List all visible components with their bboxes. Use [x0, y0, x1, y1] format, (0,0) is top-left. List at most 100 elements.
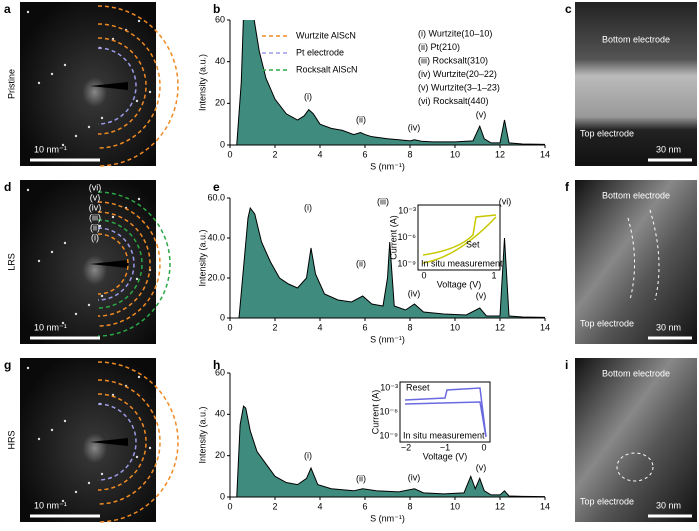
x-tick-label: 4 — [317, 149, 322, 159]
ring — [97, 37, 147, 135]
inset-x-tick: −2 — [401, 442, 411, 452]
key-label: Rocksalt AlScN — [296, 64, 358, 74]
y-tick-label: 60.0 — [207, 192, 225, 202]
spot — [100, 294, 104, 298]
peak-annotation: (ii) — [356, 114, 366, 124]
spot — [74, 134, 78, 138]
spot — [50, 250, 54, 254]
x-tick-label: 8 — [407, 501, 412, 511]
spectrum-area — [230, 20, 545, 145]
x-tick-label: 0 — [227, 501, 232, 511]
x-tick-label: 6 — [362, 501, 367, 511]
tem-bottom-label: Top electrode — [580, 128, 634, 138]
beam-stop — [90, 82, 128, 90]
peak-annotation: (v) — [476, 109, 487, 119]
spot — [50, 72, 54, 76]
spot — [135, 99, 139, 103]
x-tick-label: 0 — [227, 322, 232, 332]
inset-x-tick: 0 — [481, 442, 486, 452]
x-tick-label: 12 — [495, 322, 505, 332]
ring — [97, 379, 161, 505]
x-tick-label: 12 — [495, 501, 505, 511]
peak-annotation: (ii) — [356, 258, 366, 268]
spot — [61, 321, 65, 325]
ring — [97, 23, 161, 149]
spot — [37, 259, 41, 263]
y-tick-label: 40 — [215, 409, 225, 419]
inset-y-label: Current (A) — [388, 215, 398, 260]
inset-y-tick: 10⁻⁶ — [380, 406, 399, 416]
panel-letter: c — [565, 2, 572, 16]
scale-bar-label: 10 nm⁻¹ — [34, 322, 67, 332]
tem-bottom-label: Top electrode — [580, 496, 634, 506]
key-label: Wurtzite AlScN — [296, 30, 356, 40]
spot — [26, 10, 30, 14]
diffraction-image — [20, 2, 156, 166]
inset-x-label: Voltage (V) — [437, 279, 482, 289]
inset-y-tick: 10⁻³ — [380, 382, 398, 392]
highlight — [616, 452, 654, 482]
spot — [74, 312, 78, 316]
panel-letter: i — [565, 358, 568, 372]
spot — [87, 303, 91, 307]
spot — [63, 63, 67, 67]
ring-label: (iii) — [89, 212, 101, 222]
spot — [137, 375, 141, 379]
scale-bar-label: 10 nm⁻¹ — [34, 500, 67, 510]
spot — [26, 366, 30, 370]
spot — [87, 125, 91, 129]
y-tick-label: 0 — [220, 312, 225, 322]
tem-bottom-label: Top electrode — [580, 318, 634, 328]
inset-y-label: Current (A) — [370, 390, 380, 435]
y-tick-label: 40 — [215, 56, 225, 66]
y-tick-label: 20 — [215, 450, 225, 460]
inset-curve — [404, 387, 487, 438]
spot — [63, 241, 67, 245]
inset-frame — [399, 381, 491, 443]
spot — [135, 455, 139, 459]
spot — [98, 224, 102, 228]
ring — [97, 227, 135, 301]
panel-letter: a — [4, 2, 11, 16]
panel-letter: b — [213, 2, 220, 16]
y-tick-label: 0 — [220, 139, 225, 149]
spectrum-area — [230, 206, 545, 318]
inset-curve — [422, 214, 497, 264]
x-axis-label: S (nm⁻¹) — [370, 334, 405, 344]
ring — [97, 191, 171, 337]
tem-top-label: Bottom electrode — [602, 368, 670, 378]
x-tick-label: 8 — [407, 322, 412, 332]
tem-image — [575, 2, 697, 166]
scale-bar-label: 30 nm — [656, 322, 681, 332]
spot — [137, 19, 141, 23]
spot — [148, 446, 152, 450]
panel-letter: f — [565, 180, 570, 194]
diffraction-image — [20, 180, 156, 344]
peak-annotation: (i) — [304, 450, 312, 460]
peak-annotation: (iv) — [408, 288, 421, 298]
inset-note: In situ measurement — [403, 430, 485, 440]
peak-annotation: (i) — [304, 91, 312, 101]
ring — [97, 361, 179, 523]
spot — [135, 277, 139, 281]
ring — [97, 211, 151, 317]
x-tick-label: 10 — [450, 149, 460, 159]
ring-label: (vi) — [89, 182, 102, 192]
inset-note: In situ measurement — [421, 258, 503, 268]
spot — [74, 490, 78, 494]
spot — [100, 472, 104, 476]
inset-event: Set — [466, 239, 480, 249]
x-tick-label: 10 — [450, 501, 460, 511]
beam-stop — [90, 438, 128, 446]
y-axis-label: Intensity (a.u.) — [197, 54, 207, 111]
peak-list-item: (v) Wurtzite(3–1–23) — [418, 82, 500, 92]
beam-stop — [90, 260, 128, 268]
tem-image — [575, 358, 697, 522]
panel-letter: e — [213, 180, 220, 194]
spot — [100, 116, 104, 120]
key-label: Pt electrode — [296, 47, 344, 57]
tem-image — [575, 180, 697, 344]
x-tick-label: 6 — [362, 322, 367, 332]
peak-annotation: (iv) — [408, 472, 421, 482]
inset-y-tick: 10⁻⁶ — [398, 232, 417, 242]
